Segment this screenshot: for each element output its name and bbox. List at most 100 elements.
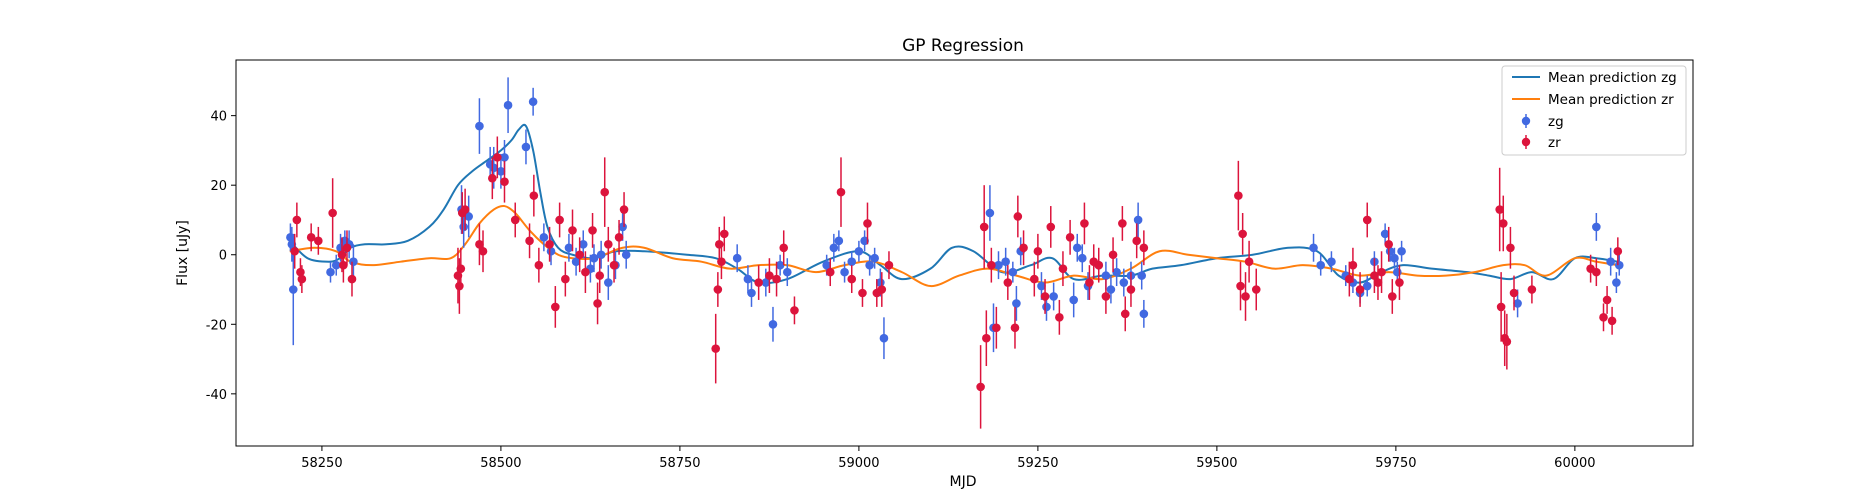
data-point-zr — [858, 288, 867, 298]
data-point-zr — [1085, 278, 1094, 287]
data-point-zr — [772, 274, 781, 284]
data-point-zr — [545, 240, 554, 249]
data-point-zr — [1236, 281, 1245, 291]
y-tick-label: -20 — [206, 318, 227, 333]
data-point-zr — [1108, 250, 1118, 260]
data-point-zr — [790, 306, 799, 315]
x-tick-label: 58250 — [301, 456, 342, 471]
data-point-zg — [326, 267, 335, 277]
data-point-zr — [1241, 292, 1250, 301]
data-point-zr — [493, 153, 502, 162]
data-point-zr — [1387, 292, 1397, 301]
y-axis-ticks: -40 -20 0 20 40 — [206, 110, 236, 403]
data-point-zr — [619, 205, 629, 214]
data-point-zg — [564, 243, 574, 253]
data-point-zg — [496, 166, 506, 176]
data-point-zr — [1065, 233, 1075, 242]
data-point-zr — [717, 257, 726, 266]
data-point-zr — [500, 177, 509, 187]
data-point-zg — [331, 260, 341, 270]
data-point-zr — [1244, 257, 1254, 266]
data-point-zg — [1077, 253, 1087, 263]
data-point-zr — [525, 236, 534, 246]
data-point-zg — [1106, 285, 1116, 294]
data-point-zg — [865, 260, 874, 270]
data-point-zg — [761, 278, 771, 287]
data-point-zg — [349, 257, 358, 266]
data-point-zg — [1008, 267, 1018, 277]
legend-label-zg-line: Mean prediction zg — [1548, 70, 1677, 86]
data-point-zr — [1602, 295, 1612, 305]
data-point-zg — [288, 285, 298, 294]
data-point-zr — [1599, 313, 1608, 322]
data-point-zr — [754, 278, 763, 287]
data-point-zg — [870, 253, 879, 263]
data-point-zg — [528, 97, 538, 107]
data-point-zg — [604, 278, 613, 287]
data-point-zg — [834, 236, 844, 246]
data-point-zr — [314, 236, 323, 246]
data-point-zg — [1072, 243, 1082, 253]
data-point-zr — [555, 215, 564, 225]
data-point-zr — [328, 208, 337, 218]
data-point-zr — [765, 271, 774, 280]
y-tick-label: 40 — [210, 110, 227, 125]
data-point-zg — [1513, 299, 1522, 308]
data-point-zr — [1033, 246, 1043, 256]
data-point-zg — [1309, 243, 1318, 253]
data-point-zg — [1390, 253, 1399, 263]
data-point-zr — [1120, 309, 1130, 319]
data-point-zg — [475, 121, 484, 131]
data-point-zg — [1592, 222, 1601, 232]
data-point-zr — [1013, 212, 1023, 221]
x-axis-label: MJD — [950, 474, 977, 490]
series-zr — [290, 136, 1623, 429]
data-point-zg — [1612, 278, 1621, 287]
data-point-zr — [1355, 285, 1365, 294]
data-point-zr — [714, 240, 724, 249]
data-point-zr — [581, 267, 590, 277]
data-point-zr — [1377, 267, 1386, 277]
data-point-zr — [847, 274, 857, 284]
data-point-zr — [614, 233, 624, 242]
data-point-zg — [571, 257, 581, 266]
data-point-zr — [713, 285, 723, 294]
data-point-zr — [779, 243, 789, 253]
data-point-zr — [877, 285, 887, 294]
data-point-zg — [1397, 246, 1406, 256]
data-point-zr — [1348, 260, 1358, 270]
data-point-zg — [1037, 281, 1046, 291]
x-tick-label: 59000 — [838, 456, 879, 471]
data-point-zg — [1327, 257, 1336, 266]
legend-label-zg: zg — [1548, 114, 1564, 130]
data-point-zg — [1042, 302, 1051, 312]
data-point-zr — [609, 260, 619, 270]
data-point-zg — [1362, 281, 1372, 291]
x-tick-label: 60000 — [1554, 456, 1595, 471]
x-tick-label: 58750 — [659, 456, 700, 471]
data-point-zg — [459, 222, 468, 232]
data-point-zg — [596, 250, 606, 260]
data-point-zr — [595, 271, 605, 280]
data-point-zr — [719, 229, 729, 239]
data-point-zr — [456, 264, 466, 273]
data-point-zr — [1509, 288, 1519, 298]
data-point-zg — [743, 274, 753, 284]
data-point-zr — [1607, 316, 1617, 326]
data-point-zr — [976, 382, 985, 392]
legend-swatch-zr-marker — [1521, 137, 1531, 147]
data-point-zr — [863, 219, 872, 228]
y-tick-label: 0 — [219, 249, 227, 264]
data-point-zg — [500, 153, 509, 162]
data-point-zr — [1094, 260, 1104, 270]
data-point-zr — [1395, 278, 1404, 287]
data-point-zr — [1251, 285, 1261, 294]
data-point-zr — [290, 246, 300, 256]
data-point-zr — [1080, 219, 1089, 228]
data-point-zr — [510, 215, 520, 225]
data-point-zr — [1055, 313, 1064, 322]
data-point-zg — [1001, 257, 1010, 266]
data-point-zr — [987, 260, 996, 270]
data-point-zr — [478, 246, 488, 256]
x-axis-ticks: 58250 58500 58750 59000 59250 59500 59750 60000 — [301, 446, 1596, 471]
